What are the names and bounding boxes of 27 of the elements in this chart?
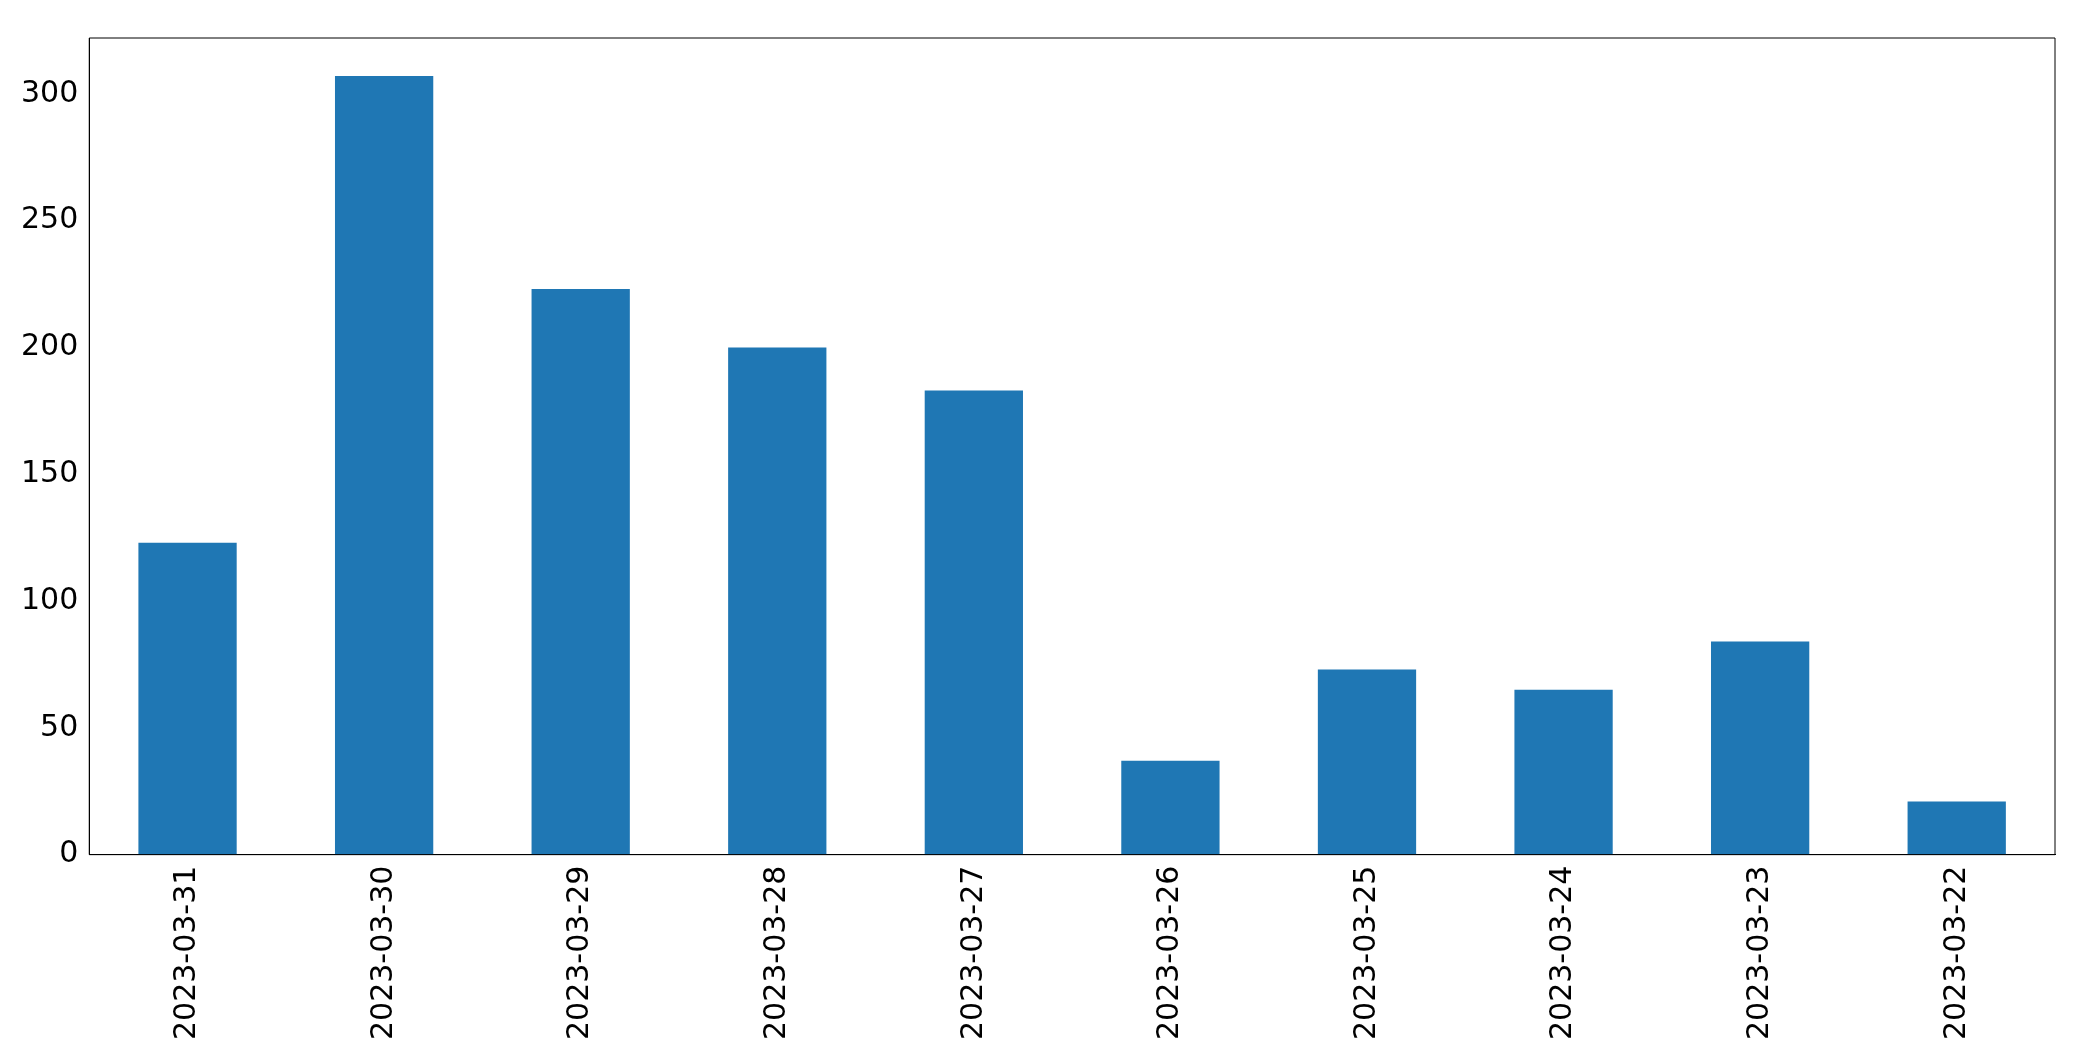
y-tick-label: 300 bbox=[21, 73, 79, 109]
bar bbox=[1317, 669, 1417, 855]
bar bbox=[924, 390, 1023, 855]
x-tick-label: 2023-03-26 bbox=[1150, 865, 1186, 1041]
bar bbox=[1121, 760, 1220, 855]
y-tick-label: 0 bbox=[59, 834, 79, 870]
x-tick-label: 2023-03-28 bbox=[757, 865, 793, 1041]
x-tick-label: 2023-03-22 bbox=[1936, 865, 1972, 1041]
bar bbox=[1711, 641, 1810, 855]
y-tick-label: 250 bbox=[21, 200, 79, 236]
x-tick-label: 2023-03-27 bbox=[953, 865, 989, 1041]
y-tick-label: 50 bbox=[40, 707, 79, 743]
bar bbox=[138, 542, 237, 855]
bar bbox=[1514, 689, 1613, 855]
x-tick-label: 2023-03-25 bbox=[1346, 865, 1382, 1041]
y-tick-label: 200 bbox=[21, 327, 79, 363]
bar bbox=[1907, 801, 2006, 855]
x-tick-label: 2023-03-29 bbox=[560, 865, 596, 1041]
y-tick-label: 100 bbox=[21, 580, 79, 616]
x-tick-label: 2023-03-30 bbox=[363, 865, 399, 1041]
bar bbox=[531, 289, 630, 855]
bar bbox=[334, 76, 434, 855]
x-tick-label: 2023-03-31 bbox=[167, 865, 203, 1041]
x-tick-label: 2023-03-24 bbox=[1543, 865, 1579, 1041]
bar bbox=[728, 347, 827, 855]
x-tick-label: 2023-03-23 bbox=[1739, 865, 1775, 1041]
y-tick-label: 150 bbox=[21, 454, 79, 490]
